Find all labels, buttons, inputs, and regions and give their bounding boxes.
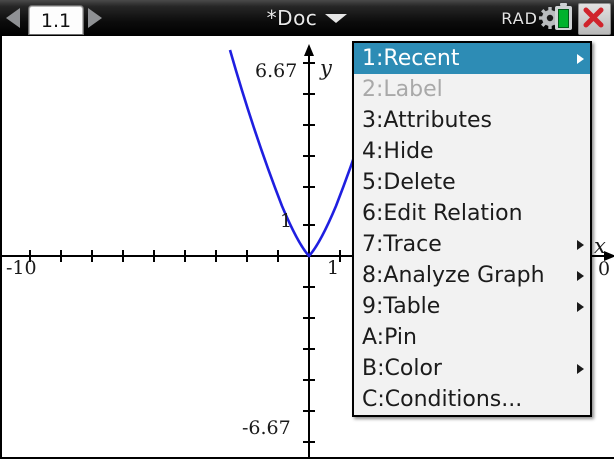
x-max-tick-label: 0 xyxy=(598,258,611,280)
submenu-arrow-icon xyxy=(577,54,584,64)
submenu-arrow-icon xyxy=(577,240,584,250)
menu-item-label: B:Color xyxy=(362,356,442,381)
chevron-down-icon[interactable] xyxy=(325,13,348,23)
menu-item-label: C:Conditions... xyxy=(362,387,523,412)
menu-item-label: 3:Attributes xyxy=(362,108,493,133)
close-x-icon xyxy=(583,7,604,28)
y-max-tick-label: 6.67 xyxy=(255,60,298,82)
x-one-tick-label: 1 xyxy=(327,257,340,279)
menu-item[interactable]: 7:Trace xyxy=(354,229,590,260)
menu-item-label: 4:Hide xyxy=(362,139,434,164)
menu-item[interactable]: B:Color xyxy=(354,353,590,384)
submenu-arrow-icon xyxy=(577,302,584,312)
menu-item[interactable]: 8:Analyze Graph xyxy=(354,260,590,291)
battery-icon xyxy=(555,3,572,30)
y-min-tick-label: -6.67 xyxy=(242,417,291,439)
x-axis-name: x xyxy=(594,234,606,258)
y-axis-arrow-icon xyxy=(304,44,314,56)
submenu-arrow-icon xyxy=(577,364,584,374)
close-button[interactable] xyxy=(578,3,611,35)
menu-item-label: 7:Trace xyxy=(362,232,442,257)
document-title: *Doc xyxy=(266,6,318,30)
next-page-icon[interactable] xyxy=(88,8,102,28)
menu-item[interactable]: 5:Delete xyxy=(354,167,590,198)
menu-item[interactable]: 6:Edit Relation xyxy=(354,198,590,229)
menu-item[interactable]: 4:Hide xyxy=(354,136,590,167)
menu-item-label: 9:Table xyxy=(362,294,441,319)
x-min-tick-label: -10 xyxy=(6,257,37,279)
x-axis-arrow-icon xyxy=(604,251,614,261)
y-axis-ticks xyxy=(303,62,315,443)
menu-item[interactable]: A:Pin xyxy=(354,322,590,353)
menu-item: 2:Label xyxy=(354,74,590,105)
submenu-arrow-icon xyxy=(577,271,584,281)
menu-item-label: 5:Delete xyxy=(362,170,456,195)
y-one-tick-label: 1 xyxy=(280,210,293,232)
y-axis-name: y xyxy=(320,56,332,80)
gear-icon[interactable] xyxy=(539,7,561,29)
menu-item-label: 6:Edit Relation xyxy=(362,201,523,226)
menu-item-label: A:Pin xyxy=(362,325,417,350)
menu-item-label: 8:Analyze Graph xyxy=(362,263,545,288)
page-tab-label: 1.1 xyxy=(40,9,72,32)
menu-item[interactable]: 3:Attributes xyxy=(354,105,590,136)
menu-item[interactable]: 1:Recent xyxy=(354,43,590,74)
menu-item[interactable]: C:Conditions... xyxy=(354,384,590,415)
page-tab[interactable]: 1.1 xyxy=(29,6,83,34)
menu-item-label: 1:Recent xyxy=(362,46,460,71)
angle-mode-label: RAD xyxy=(501,9,538,28)
menu-item[interactable]: 9:Table xyxy=(354,291,590,322)
menu-item-label: 2:Label xyxy=(362,77,443,102)
previous-page-icon[interactable] xyxy=(6,8,20,28)
context-menu[interactable]: 1:Recent 2:Label 3:Attributes 4:Hide 5:Delet… xyxy=(352,41,592,417)
title-bar: 1.1 *Doc RAD xyxy=(0,0,614,37)
